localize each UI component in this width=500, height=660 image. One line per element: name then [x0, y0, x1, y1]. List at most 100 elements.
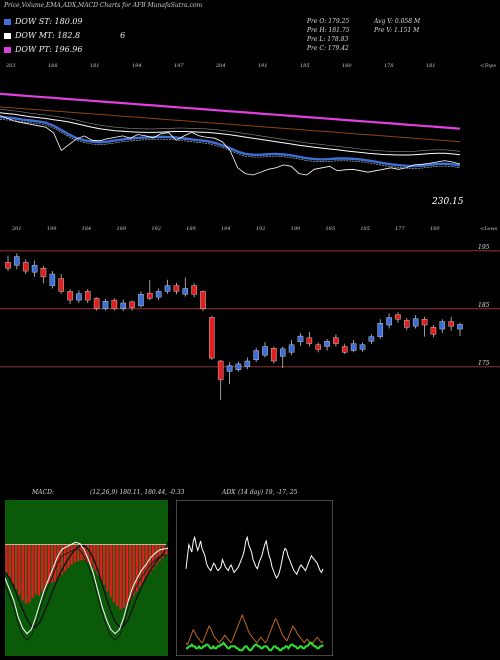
adx-params: (14 day) 19, -17, 25	[238, 489, 298, 496]
macd-histogram-bar	[161, 544, 165, 558]
price-tick-label: 195	[478, 244, 490, 251]
ema-st-line	[0, 115, 461, 168]
candle-body	[209, 317, 215, 359]
candle-body	[306, 337, 313, 344]
legend-swatch-pt	[4, 46, 11, 53]
ema-mt-line	[0, 112, 461, 156]
info-pre-high: Pre H: 181.75	[307, 27, 350, 34]
legend-swatch-mt	[4, 32, 11, 39]
candle-body	[129, 301, 135, 308]
macd-histogram-bar	[50, 544, 54, 583]
macd-histogram-bar	[135, 544, 138, 592]
candle-body	[155, 291, 162, 298]
ema-band-line	[0, 108, 461, 152]
candle-body	[226, 365, 233, 372]
candle-body	[262, 346, 268, 356]
candle-body	[457, 324, 463, 330]
candle-body	[147, 292, 153, 299]
macd-lines	[5, 541, 168, 642]
top-label: 194	[132, 63, 142, 69]
info-pre-volume: Pre V: 1.151 M	[374, 27, 420, 34]
ema-chart: 203 188 181 194 197 204 191 185 180 178 181 201 199…	[0, 63, 498, 232]
price-candles	[5, 253, 463, 400]
macd-histogram-bar	[44, 544, 47, 587]
chart-title: Price,Volume,EMA,ADX,MACD Charts for AFB…	[4, 2, 203, 9]
candle-body	[22, 262, 29, 272]
candle-body	[288, 344, 295, 353]
info-pre-close: Pre C: 179.42	[307, 45, 349, 52]
bottom-label: 189	[117, 226, 127, 232]
top-label: 191	[258, 63, 268, 69]
candle-body	[164, 285, 171, 292]
legend-label-pt: DOW PT: 196.96	[15, 45, 83, 54]
candle-body	[93, 298, 100, 310]
candle-body	[333, 337, 339, 344]
top-label: 204	[215, 63, 226, 69]
candle-body	[439, 321, 446, 330]
ema-pt-line	[0, 92, 461, 130]
top-label: 203	[5, 63, 16, 69]
top-label: 188	[48, 63, 58, 69]
adx-chart	[176, 500, 333, 656]
bottom-label: 199	[47, 226, 57, 232]
candle-body	[235, 363, 242, 370]
candle-body	[412, 318, 419, 327]
macd-histogram-bar	[60, 544, 63, 575]
bottom-label: 190	[291, 226, 301, 232]
adx-frame	[176, 500, 333, 656]
info-pre-low: Pre L: 178.83	[307, 36, 349, 43]
macd-histogram-bar	[11, 544, 15, 584]
macd-histogram-bar	[86, 544, 90, 563]
current-price-label: 230.15	[431, 197, 464, 207]
macd-histogram-bar	[18, 544, 21, 595]
bottom-label: 192	[151, 226, 161, 232]
bottom-label: 194	[221, 226, 231, 232]
macd-histogram-bar	[96, 544, 99, 575]
candle-body	[200, 291, 206, 310]
legend-item-dow-pt: DOW PT: 196.96	[4, 45, 82, 54]
info-avg-volume: Avg V: 0.058 M	[374, 18, 421, 25]
macd-histogram-bar	[83, 544, 86, 561]
candle-body	[217, 360, 224, 380]
bottom-label: 189	[186, 226, 196, 232]
candle-body	[430, 327, 437, 335]
price-tick-label: 175	[478, 360, 490, 367]
legend-item-dow-st: DOW ST: 180.09	[4, 17, 83, 26]
info-pre-open: Pre O: 179.25	[307, 18, 350, 25]
macd-histogram-bar	[158, 544, 161, 562]
macd-histogram-bar	[47, 544, 50, 584]
legend-item-dow-mt: DOW MT: 182.8 6	[4, 31, 125, 40]
top-label: 181	[426, 63, 436, 69]
candle-body	[377, 323, 384, 337]
di-minus-line	[186, 641, 324, 652]
macd-histogram-bar	[99, 544, 103, 581]
macd-histogram-bar	[28, 544, 31, 603]
macd-histogram-bar	[132, 544, 135, 596]
candle-body	[138, 294, 144, 307]
candle-body	[271, 348, 277, 362]
bottom-label: 177	[395, 226, 405, 232]
adx-lines	[185, 535, 324, 652]
macd-line	[5, 541, 168, 635]
di-plus-line	[185, 613, 324, 646]
candle-body	[341, 346, 348, 353]
macd-histogram-bar	[125, 544, 129, 605]
tops-label: <Tops	[480, 63, 496, 69]
macd-histogram-bar	[112, 544, 116, 603]
candle-body	[191, 285, 197, 295]
macd-histogram-bar	[31, 544, 34, 599]
macd-label: MACD:	[32, 489, 54, 496]
macd-histogram-bar	[103, 544, 106, 585]
adx-label: ADX	[222, 489, 236, 496]
price-chart: 195 185 175	[0, 244, 500, 400]
macd-histogram-bar	[155, 544, 158, 565]
candle-body	[5, 262, 11, 269]
macd-histogram-bar	[129, 544, 132, 601]
candle-body	[84, 291, 91, 301]
macd-histogram-bar	[152, 544, 155, 570]
adx-line	[185, 535, 324, 579]
macd-histogram-bar	[106, 544, 109, 592]
macd-histogram-bar	[165, 544, 168, 556]
macd-chart	[5, 500, 168, 656]
macd-histogram-bar	[21, 544, 24, 601]
